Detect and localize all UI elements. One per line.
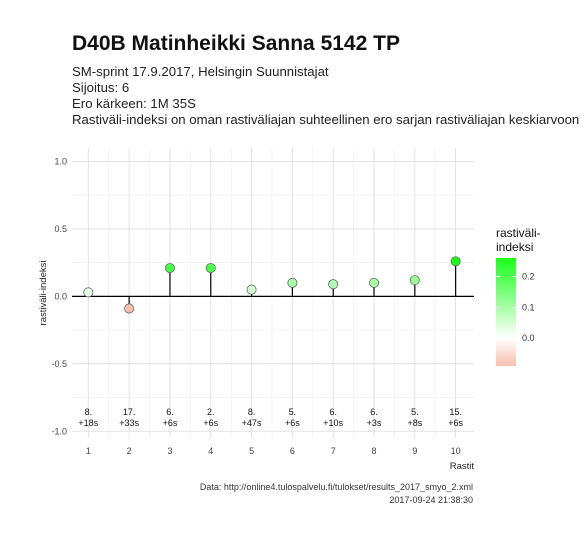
legend-tick-label: 0.1 [522, 302, 535, 312]
legend-ticks: 0.2 0.1 0.0 [496, 272, 535, 343]
rank-label-4: 2. [207, 407, 215, 417]
x-tick-label: 8 [372, 446, 377, 456]
time-label-1: +18s [78, 418, 98, 428]
legend-title-line-2: indeksi [496, 240, 533, 254]
time-label-5: +47s [242, 418, 262, 428]
y-tick-label: 0.5 [54, 224, 67, 234]
legend-tick-label: 0.2 [522, 272, 535, 282]
y-tick-label: -1.0 [51, 426, 67, 436]
rank-label-1: 8. [85, 407, 93, 417]
chart-title: D40B Matinheikki Sanna 5142 TP [72, 32, 400, 55]
subtitle-gap: Ero kärkeen: 1M 35S [72, 96, 196, 111]
x-tick-label: 3 [167, 446, 172, 456]
point-5 [246, 284, 257, 295]
point-10 [450, 256, 461, 267]
rank-label-2: 17. [123, 407, 136, 417]
x-tick-label: 9 [412, 446, 417, 456]
time-label-2: +33s [119, 418, 139, 428]
y-axis-label: rastiväli-indeksi [38, 261, 49, 326]
y-tick-label: -0.5 [51, 359, 67, 369]
legend-colorbar [496, 258, 516, 366]
point-4 [205, 263, 216, 273]
rank-label-5: 8. [248, 407, 256, 417]
time-label-4: +6s [203, 418, 218, 428]
rank-label-7: 6. [329, 407, 337, 417]
color-legend: rastiväli- indeksi 0.2 0.1 0.0 [496, 226, 541, 366]
rank-label-9: 5. [411, 407, 419, 417]
time-label-10: +6s [448, 418, 463, 428]
point-3 [164, 263, 175, 273]
time-label-6: +6s [285, 418, 300, 428]
legend-tick-label: 0.0 [522, 333, 535, 343]
legend-title-line-1: rastiväli- [496, 226, 541, 240]
time-label-8: +3s [367, 418, 382, 428]
point-7 [328, 279, 339, 290]
x-tick-label: 2 [127, 446, 132, 456]
point-1 [83, 287, 94, 298]
x-tick-labels: 1 2 3 4 5 6 7 8 9 10 [86, 446, 461, 456]
rank-label-6: 5. [289, 407, 297, 417]
point-labels: 8.+18s17.+33s6.+6s2.+6s8.+47s5.+6s6.+10s… [78, 407, 463, 428]
point-2 [124, 303, 135, 314]
x-tick-label: 6 [290, 446, 295, 456]
rank-label-10: 15. [449, 407, 462, 417]
source-caption: Data: http://online4.tulospalvelu.fi/tul… [199, 482, 473, 492]
rank-label-8: 6. [370, 407, 378, 417]
y-tick-label: 0.0 [54, 291, 67, 301]
y-tick-labels: 1.0 0.5 0.0 -0.5 -1.0 [51, 156, 67, 436]
time-label-7: +10s [323, 418, 343, 428]
grid-minor [72, 148, 474, 438]
point-6 [287, 277, 298, 288]
x-tick-label: 7 [331, 446, 336, 456]
subtitle-event: SM-sprint 17.9.2017, Helsingin Suunnista… [72, 64, 329, 79]
x-axis-label: Rastit [450, 461, 475, 472]
x-tick-label: 1 [86, 446, 91, 456]
y-tick-label: 1.0 [54, 156, 67, 166]
grid-major [72, 148, 474, 438]
rank-label-3: 6. [166, 407, 174, 417]
x-tick-label: 10 [451, 446, 461, 456]
x-tick-label: 5 [249, 446, 254, 456]
timestamp-caption: 2017-09-24 21:38:30 [389, 495, 473, 505]
point-8 [369, 277, 379, 288]
x-tick-label: 4 [208, 446, 213, 456]
time-label-9: +8s [407, 418, 422, 428]
point-9 [409, 275, 420, 286]
subtitle-placement: Sijoitus: 6 [72, 80, 130, 95]
subtitle-description: Rastiväli-indeksi on oman rastiväliajan … [72, 112, 580, 127]
time-label-3: +6s [163, 418, 178, 428]
points [83, 256, 461, 314]
